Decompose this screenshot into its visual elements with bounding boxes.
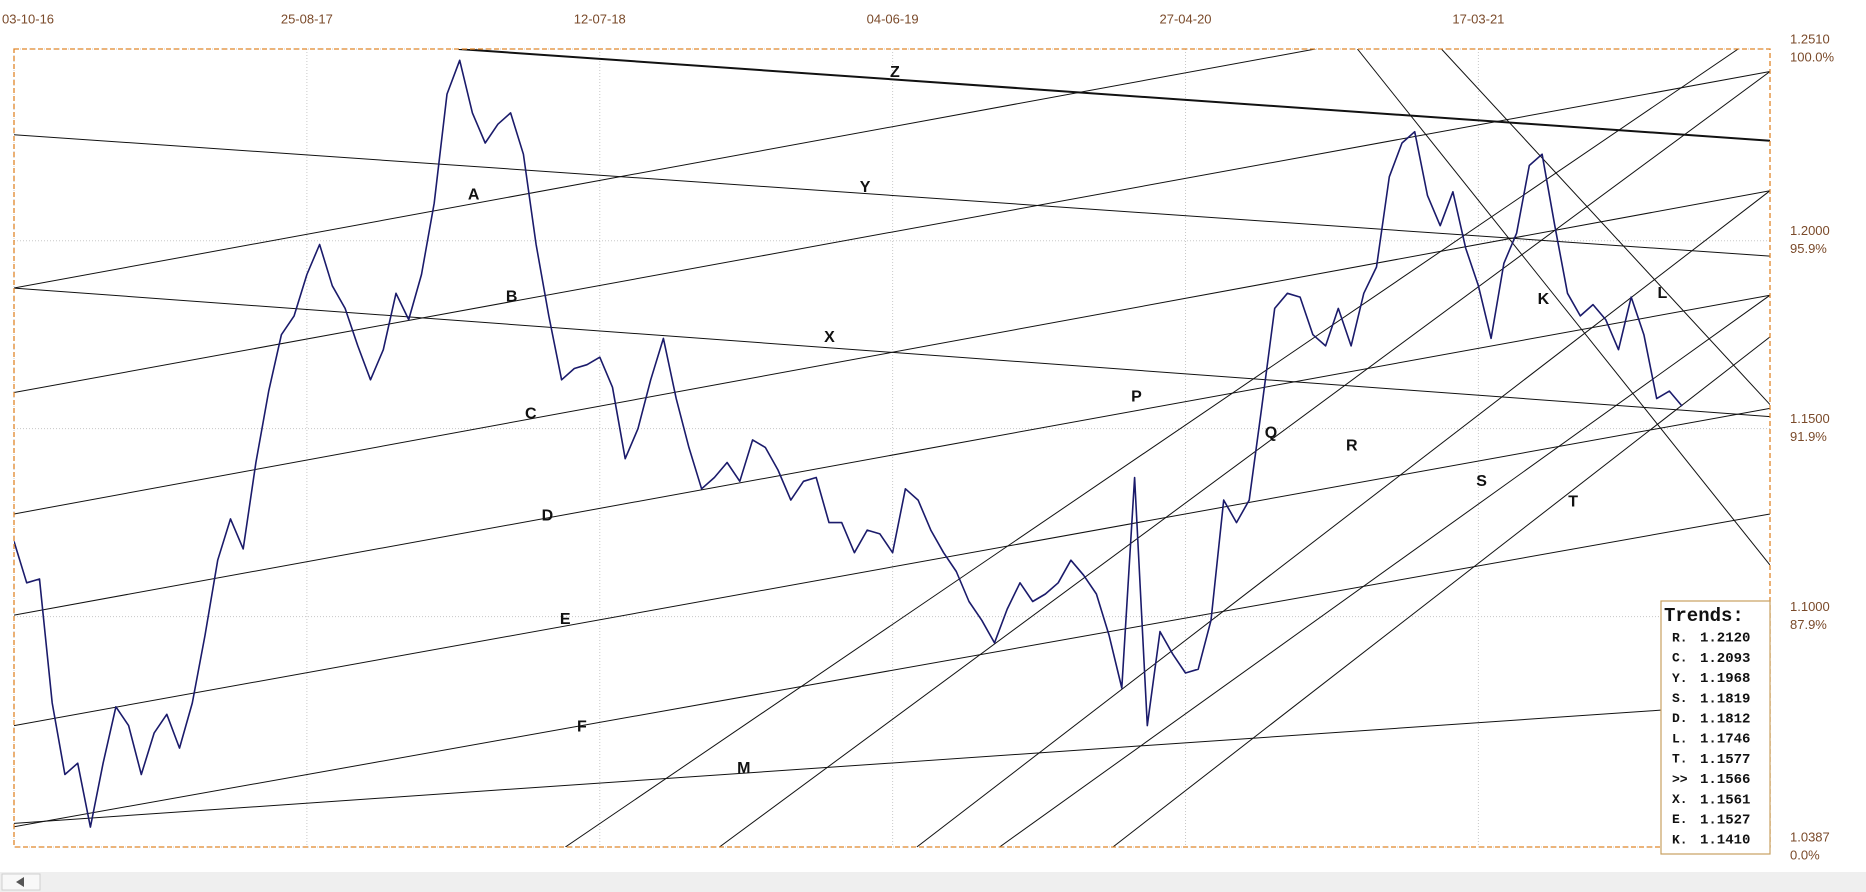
trend-value: 1.2120 (1700, 631, 1750, 647)
trend-label: Q (1265, 424, 1277, 441)
y-percent-label: 91.9% (1790, 429, 1827, 444)
y-percent-label: 0.0% (1790, 847, 1820, 862)
trend-label: A (468, 186, 480, 203)
x-tick-label: 25-08-17 (281, 11, 333, 26)
scroll-track (0, 872, 1866, 892)
trend-value: 1.1819 (1700, 691, 1750, 707)
trend-line (719, 71, 1770, 847)
trend-name: L. (1672, 731, 1688, 746)
scrollbar[interactable] (0, 872, 1866, 892)
y-percent-label: 95.9% (1790, 241, 1827, 256)
scroll-arrow (16, 877, 24, 887)
trend-value: 1.1527 (1700, 813, 1750, 829)
trend-value: 1.2093 (1700, 651, 1750, 667)
trend-name: D. (1672, 711, 1688, 726)
x-tick-label: 17-03-21 (1452, 11, 1504, 26)
trend-name: X. (1672, 792, 1688, 807)
axis-labels: 03-10-16 25-08-17 12-07-18 04-06-19 27-04-20… (2, 11, 1835, 862)
trend-line (14, 513, 1770, 828)
trend-line (458, 49, 1770, 142)
trend-label: B (506, 289, 518, 306)
x-tick-label: 03-10-16 (2, 11, 54, 26)
trend-line (565, 49, 1739, 847)
trend-name: Y. (1672, 671, 1688, 686)
trend-label: S (1476, 473, 1487, 490)
x-tick-label: 27-04-20 (1159, 11, 1211, 26)
y-tick-label: 1.0387 (1790, 829, 1830, 844)
y-tick-label: 1.2510 (1790, 31, 1830, 46)
annotations: Z Y X A B C D E F M P Q R S T K L (468, 64, 1668, 777)
trend-name: T. (1672, 752, 1688, 767)
trend-label: Y (860, 179, 871, 196)
trend-line (916, 190, 1770, 847)
trend-label: M (737, 760, 750, 777)
trend-label: R (1346, 437, 1358, 454)
trend-line (14, 294, 1770, 616)
trend-line (14, 709, 1661, 824)
plot-border (13, 48, 1771, 848)
trend-value: 1.1566 (1700, 772, 1750, 788)
trends-title: Trends: (1664, 605, 1744, 627)
trend-value: 1.1410 (1700, 833, 1750, 849)
trend-label: F (577, 718, 587, 735)
trend-name: K. (1672, 832, 1688, 847)
trend-label: K (1538, 291, 1550, 308)
trends-frame (1660, 600, 1771, 855)
y-tick-label: 1.1500 (1790, 411, 1830, 426)
trend-label: X (824, 329, 835, 346)
price-line (14, 59, 1683, 828)
y-percent-label: 100.0% (1790, 49, 1835, 64)
trends-box: Trends: R. 1.2120 C. 1.2093 Y. 1.1968 S. 1.1819 D… (1660, 600, 1771, 855)
trend-name: E. (1672, 812, 1688, 827)
trend-name: S. (1672, 691, 1688, 706)
trend-name: >> (1672, 772, 1688, 787)
trend-label: P (1131, 389, 1142, 406)
trend-value: 1.1561 (1700, 792, 1750, 808)
trend-value: 1.1577 (1700, 752, 1750, 768)
trend-value: 1.1746 (1700, 732, 1750, 748)
trend-label: Z (890, 64, 900, 81)
y-tick-label: 1.1000 (1790, 599, 1830, 614)
trend-label: T (1568, 493, 1578, 510)
trendlines (14, 49, 1770, 847)
trend-line (14, 49, 1316, 289)
y-tick-label: 1.2000 (1790, 223, 1830, 238)
x-tick-label: 04-06-19 (867, 11, 919, 26)
trend-label: D (542, 508, 554, 525)
trend-value: 1.1968 (1700, 671, 1750, 687)
trend-value: 1.1812 (1700, 712, 1750, 728)
x-tick-label: 12-07-18 (574, 11, 626, 26)
trend-label: C (525, 405, 537, 422)
trend-name: R. (1672, 630, 1688, 645)
trend-line (1357, 49, 1770, 566)
trend-line (14, 287, 1770, 418)
trend-line (1441, 49, 1770, 405)
trend-name: C. (1672, 651, 1688, 666)
series (14, 59, 1683, 828)
grid (13, 48, 1770, 848)
trend-line (14, 407, 1770, 727)
trend-line (1112, 336, 1770, 847)
trend-line (14, 134, 1770, 257)
trend-label: E (560, 611, 571, 628)
trend-label: L (1658, 285, 1668, 302)
trend-line (14, 71, 1770, 394)
y-percent-label: 87.9% (1790, 617, 1827, 632)
trend-line (999, 294, 1770, 847)
